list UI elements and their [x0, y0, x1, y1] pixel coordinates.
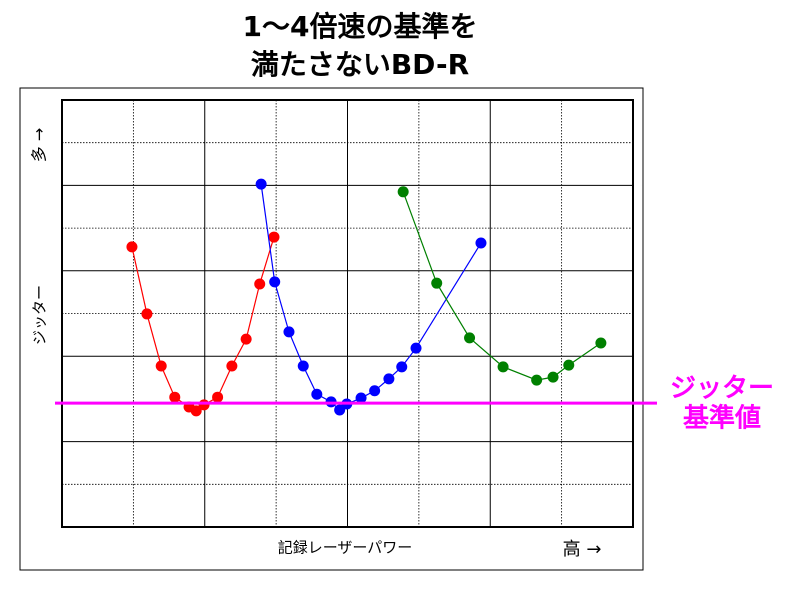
- chart-title: 1〜4倍速の基準を: [243, 10, 478, 43]
- y-axis-arrow-label: 多 →: [30, 128, 49, 163]
- data-point: [410, 342, 422, 354]
- data-point: [297, 360, 309, 372]
- series-line: [131, 236, 275, 412]
- data-point: [255, 178, 267, 190]
- y-axis-label: ジッター: [31, 285, 49, 345]
- data-point: [475, 237, 487, 249]
- plot-area: [61, 99, 634, 528]
- data-point: [547, 371, 559, 383]
- data-point: [464, 332, 476, 344]
- data-point: [155, 360, 167, 372]
- data-point: [383, 373, 395, 385]
- data-point: [283, 326, 295, 338]
- data-point: [240, 333, 252, 345]
- data-point: [268, 231, 280, 243]
- data-point: [531, 374, 543, 386]
- data-point: [269, 276, 281, 288]
- x-axis-arrow-label: 高 →: [563, 539, 602, 560]
- data-point: [212, 391, 224, 403]
- data-point: [190, 405, 202, 417]
- data-point: [396, 361, 408, 373]
- data-point: [126, 241, 138, 253]
- chart-frame: [19, 87, 644, 571]
- reference-label: ジッター: [670, 374, 774, 404]
- x-axis-label: 記録レーザーパワー: [278, 539, 413, 557]
- chart-title: 満たさないBD-R: [251, 48, 469, 81]
- data-point: [355, 392, 367, 404]
- data-point: [141, 308, 153, 320]
- data-point: [497, 361, 509, 373]
- data-point: [226, 360, 238, 372]
- data-point: [595, 337, 607, 349]
- data-point: [254, 278, 266, 290]
- data-point: [369, 385, 381, 397]
- series-line: [260, 184, 482, 411]
- data-point: [397, 186, 409, 198]
- data-point: [563, 359, 575, 371]
- data-point: [311, 388, 323, 400]
- data-point: [198, 399, 210, 411]
- reference-label: 基準値: [683, 403, 761, 434]
- data-point: [169, 391, 181, 403]
- data-point: [431, 277, 443, 289]
